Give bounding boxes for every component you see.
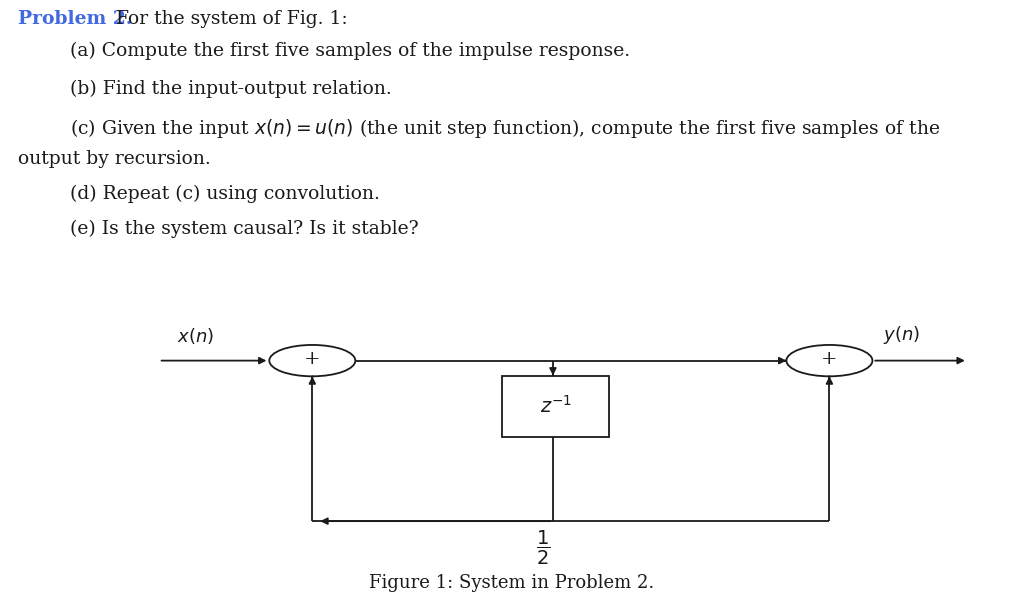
Text: $x(n)$: $x(n)$ xyxy=(177,326,214,345)
Text: Problem 2.: Problem 2. xyxy=(18,10,133,28)
Text: (c) Given the input $x(n) = u(n)$ (the unit step function), compute the first fi: (c) Given the input $x(n) = u(n)$ (the u… xyxy=(70,117,940,140)
Text: Figure 1: System in Problem 2.: Figure 1: System in Problem 2. xyxy=(370,574,654,592)
Bar xyxy=(502,376,609,437)
Text: (b) Find the input-output relation.: (b) Find the input-output relation. xyxy=(70,80,391,98)
Text: (a) Compute the first five samples of the impulse response.: (a) Compute the first five samples of th… xyxy=(70,42,630,60)
Text: $y(n)$: $y(n)$ xyxy=(883,324,920,345)
Text: output by recursion.: output by recursion. xyxy=(18,149,211,168)
Text: (d) Repeat (c) using convolution.: (d) Repeat (c) using convolution. xyxy=(70,185,380,203)
Text: $\dfrac{1}{2}$: $\dfrac{1}{2}$ xyxy=(536,529,550,567)
Text: +: + xyxy=(821,350,838,368)
Text: +: + xyxy=(304,350,321,368)
Text: $z^{-1}$: $z^{-1}$ xyxy=(540,395,571,417)
Text: For the system of Fig. 1:: For the system of Fig. 1: xyxy=(110,10,347,28)
Text: (e) Is the system causal? Is it stable?: (e) Is the system causal? Is it stable? xyxy=(70,220,418,238)
